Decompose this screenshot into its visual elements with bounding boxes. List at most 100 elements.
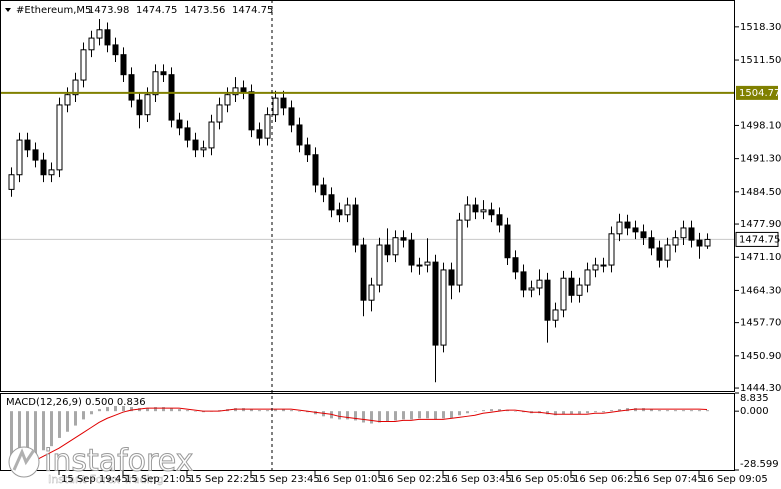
macd-bar xyxy=(482,410,485,412)
candle-body xyxy=(656,247,663,261)
macd-bar xyxy=(706,410,709,412)
macd-bar xyxy=(266,410,269,412)
candle-body xyxy=(560,277,567,311)
candle-body xyxy=(112,44,119,56)
watermark-logo-mark xyxy=(12,448,36,471)
candle-body xyxy=(128,74,135,101)
macd-label: MACD(12,26,9) 0.500 0.836 xyxy=(6,397,146,408)
macd-bar xyxy=(298,411,301,412)
x-tick-label: 15 Sep 22:25 xyxy=(189,474,256,485)
level-label: 1504.77 xyxy=(739,88,780,99)
candle-body xyxy=(632,227,639,233)
macd-bar xyxy=(178,409,181,412)
macd-y-tick-label: 8.835 xyxy=(740,393,769,404)
watermark-tagline: Instant Forex Trading xyxy=(48,473,164,486)
x-tick-label: 16 Sep 07:45 xyxy=(637,474,704,485)
macd-y-tick-label: -28.599 xyxy=(740,459,779,470)
candle-body xyxy=(448,269,455,286)
candle-body xyxy=(624,221,631,229)
candle-body xyxy=(16,139,23,176)
candle-body xyxy=(608,233,615,266)
candle-body xyxy=(248,91,255,131)
macd-bar xyxy=(506,410,509,412)
y-tick-label: 1484.50 xyxy=(740,187,781,198)
header-value: 1474.75 xyxy=(232,5,273,16)
macd-bar xyxy=(146,408,149,412)
macd-bar xyxy=(202,411,205,413)
x-tick-label: 15 Sep 19:45 xyxy=(61,474,128,485)
candle-body xyxy=(224,94,231,106)
y-tick-label: 1457.70 xyxy=(740,318,781,329)
macd-bar xyxy=(106,407,109,412)
macd-bar xyxy=(474,411,477,412)
header-value: 1474.75 xyxy=(136,5,177,16)
y-tick-label: 1450.90 xyxy=(740,351,781,362)
candle-body xyxy=(552,309,559,321)
candle-body xyxy=(360,244,367,301)
candle-body xyxy=(584,269,591,286)
candle-body xyxy=(648,237,655,249)
y-tick-label: 1511.50 xyxy=(740,55,781,66)
macd-bar xyxy=(10,411,13,467)
macd-bar xyxy=(290,410,293,412)
watermark: instaforex Instant Forex Trading xyxy=(8,443,194,486)
candle-body xyxy=(688,227,695,241)
macd-bar xyxy=(434,411,437,420)
level-label-box xyxy=(736,85,778,100)
macd-bar xyxy=(170,408,173,412)
macd-bar xyxy=(490,409,493,412)
macd-bar xyxy=(546,411,549,415)
candle-body xyxy=(472,204,479,213)
candle-body xyxy=(168,74,175,121)
y-tick-label: 1471.10 xyxy=(740,252,781,263)
macd-bar xyxy=(50,411,53,447)
candle-body xyxy=(288,107,295,126)
candle-body xyxy=(408,239,415,266)
candle-body xyxy=(680,227,687,239)
macd-bar xyxy=(690,410,693,412)
candle-body xyxy=(80,49,87,81)
candle-body xyxy=(200,147,207,151)
macd-bar xyxy=(498,409,501,412)
candle-body xyxy=(456,219,463,286)
candle-body xyxy=(8,174,15,190)
candle-body xyxy=(336,209,343,216)
macd-bar xyxy=(362,411,365,423)
last-price-box xyxy=(735,231,779,247)
candle-body xyxy=(88,37,95,51)
candle-body xyxy=(400,237,407,241)
x-tick-label: 16 Sep 05:05 xyxy=(509,474,576,485)
macd-bar xyxy=(642,408,645,412)
candle-body xyxy=(160,71,167,76)
candle-body xyxy=(544,279,551,321)
macd-panel: 8.835 0.000 -28.599 xyxy=(10,392,779,471)
macd-bar xyxy=(130,407,133,412)
candle-body xyxy=(296,124,303,146)
x-tick-label: 15 Sep 21:05 xyxy=(125,474,192,485)
candle-body xyxy=(272,97,279,116)
candle-body xyxy=(216,104,223,123)
macd-bar xyxy=(594,411,597,413)
macd-bar xyxy=(442,411,445,419)
candle-body xyxy=(672,237,679,246)
candle-body xyxy=(192,139,199,151)
x-tick-label: 15 Sep 23:45 xyxy=(253,474,320,485)
candle-body xyxy=(328,194,335,211)
macd-bar xyxy=(458,411,461,416)
candle-body xyxy=(576,284,583,296)
candle-body xyxy=(144,94,151,116)
candle-body xyxy=(568,277,575,296)
y-tick-label: 1477.90 xyxy=(740,219,781,230)
macd-bar xyxy=(18,411,21,463)
candle-body xyxy=(240,87,247,93)
macd-bar xyxy=(66,411,69,432)
macd-bar xyxy=(666,410,669,412)
macd-bar xyxy=(578,411,581,415)
macd-bar xyxy=(338,411,341,420)
header-value: 1473.56 xyxy=(184,5,225,16)
symbol: #Ethereum,M5 xyxy=(16,5,91,16)
candle-body xyxy=(72,79,79,96)
y-tick-label: 1491.30 xyxy=(740,154,781,165)
macd-frame xyxy=(0,393,735,471)
